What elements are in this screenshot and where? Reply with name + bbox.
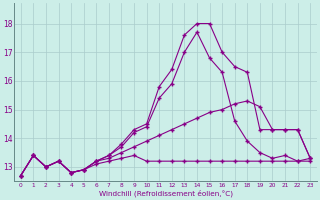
X-axis label: Windchill (Refroidissement éolien,°C): Windchill (Refroidissement éolien,°C) [99, 189, 233, 197]
